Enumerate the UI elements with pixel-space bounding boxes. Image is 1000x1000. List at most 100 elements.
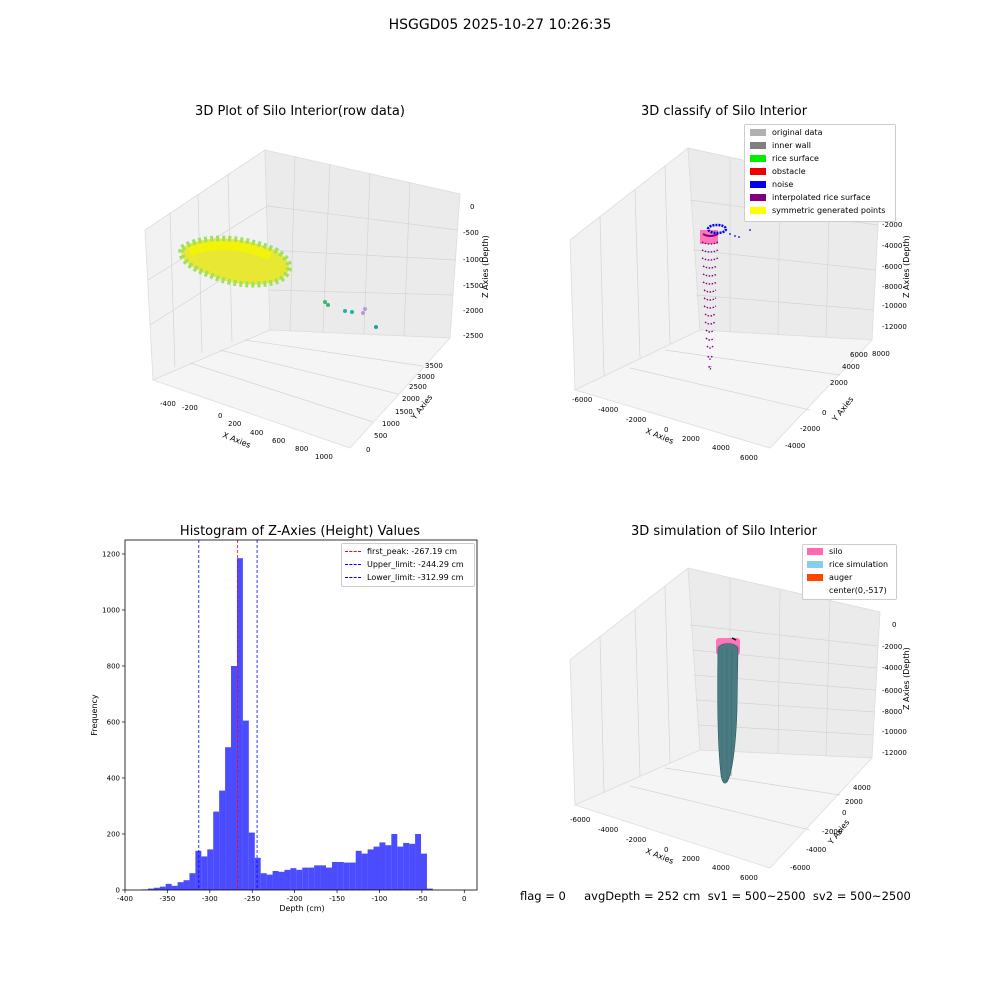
histogram-bar [171,885,178,890]
sim-ztick: -4000 [882,664,902,672]
histogram-x-ticks: -400 -350 -300 -250 -200 -150 -100 -50 0 [117,890,467,903]
histogram-bar [219,790,226,890]
legend-label: Upper_limit: -244.29 cm [367,560,464,569]
histogram-bar [231,666,237,890]
sim-ytick: 2000 [845,798,863,806]
histogram-bar [254,857,261,890]
legend-label: auger [829,573,853,582]
y-tick-label: 1200 [102,551,120,559]
legend-swatch [750,142,766,149]
legend-item: original data [750,128,822,137]
histogram-reference-lines [198,540,258,890]
x-tick-label: -50 [416,895,427,903]
raw-xtick: 1000 [315,453,333,461]
histogram-bar [290,868,297,890]
legend-label: silo [829,547,843,556]
y-tick-label: 400 [107,775,120,783]
x-tick-label: -350 [159,895,175,903]
raw-xtick: -400 [160,400,176,408]
simulation-surface [716,637,740,784]
histogram-bar [361,853,368,890]
raw-point-cloud [178,235,378,329]
sim-ztick: -6000 [882,687,902,695]
simulation-3d-plot: -6000 -4000 -2000 0 2000 4000 6000 -6000… [569,567,911,882]
simulation-legend: silo rice simulation auger center(0,-517… [802,544,897,600]
legend-swatch [807,561,823,568]
raw-zlabel: Z Axies (Depth) [481,235,490,298]
raw-y-ticks: 0 500 1000 1500 2000 2500 3000 3500 [366,362,443,454]
legend-line [345,551,361,552]
y-tick-label: 600 [107,719,120,727]
histogram-bar [284,869,291,890]
histogram-bar [415,834,422,890]
classify-ytick: 6000 [850,351,868,359]
legend-line [345,577,361,578]
legend-swatch [807,574,823,581]
legend-item: center(0,-517) [807,586,887,595]
classify-point-cloud [700,223,751,370]
histogram-bar [343,862,350,890]
raw-z-ticks: 0 -500 -1000 -1500 -2000 -2500 [463,203,483,340]
histogram-xlabel: Depth (cm) [279,904,324,913]
raw-ztick: -2000 [463,307,483,315]
sim-xtick: 6000 [740,874,758,882]
classify-ytick: -4000 [785,442,805,450]
histogram-bar [201,856,208,890]
raw-xlabel: X Axies [221,431,252,450]
histogram-bar [391,834,398,890]
raw-xtick: 200 [228,420,241,428]
histogram-bar [385,845,392,890]
legend-item: obstacle [750,167,806,176]
histogram-frame [124,539,478,891]
sim-xtick: 4000 [712,864,730,872]
histogram-bar [195,850,202,890]
histogram-bar [207,849,214,890]
histogram-bar [367,849,374,890]
classify-ytick: 4000 [842,363,860,371]
histogram-bar [421,853,427,890]
legend-label: Lower_limit: -312.99 cm [367,573,464,582]
classify-ytick: 8000 [872,350,890,358]
histogram-bar [409,843,416,890]
histogram-bar [236,558,243,890]
x-tick-label: 0 [462,895,466,903]
histogram-bar [248,832,255,890]
legend-item: rice simulation [807,560,888,569]
histogram-bar [397,846,404,890]
histogram-bar [177,882,184,890]
legend-item: first_peak: -267.19 cm [345,547,457,556]
classify-ztick: -2000 [882,221,902,229]
legend-item: Upper_limit: -244.29 cm [345,560,464,569]
sim-xtick: 0 [664,846,668,854]
histogram-bar [314,865,321,890]
legend-label: rice simulation [829,560,889,569]
classify-ztick: -10000 [882,302,907,310]
classify-legend: original data inner wall rice surface ob… [744,124,896,222]
histogram-bar [260,873,267,890]
classify-ytick: 0 [822,409,826,417]
histogram-bar [225,747,232,890]
legend-swatch [807,587,823,594]
legend-label: center(0,-517) [829,586,887,595]
raw-xtick: 0 [218,412,222,420]
y-tick-label: 800 [107,663,120,671]
legend-item: auger [807,573,852,582]
sim-ztick: -12000 [882,749,907,757]
legend-label: rice surface [772,154,819,163]
sim-ytick: 0 [842,809,846,817]
histogram-bar [183,880,190,890]
raw-ztick: -1500 [463,282,483,290]
histogram-bar [278,871,285,890]
sim-ztick: -8000 [882,708,902,716]
figure-title: HSGGD05 2025-10-27 10:26:35 [388,17,612,33]
x-tick-label: -250 [244,895,260,903]
y-tick-label: 200 [107,831,120,839]
y-tick-label: 0 [116,887,120,895]
legend-label: first_peak: -267.19 cm [367,547,458,556]
raw-ztick: -1000 [463,256,483,264]
x-tick-label: -100 [372,895,388,903]
histogram-bar [403,842,410,890]
raw-ztick: -500 [463,229,479,237]
legend-item: noise [750,180,793,189]
histogram-bar [349,862,356,890]
